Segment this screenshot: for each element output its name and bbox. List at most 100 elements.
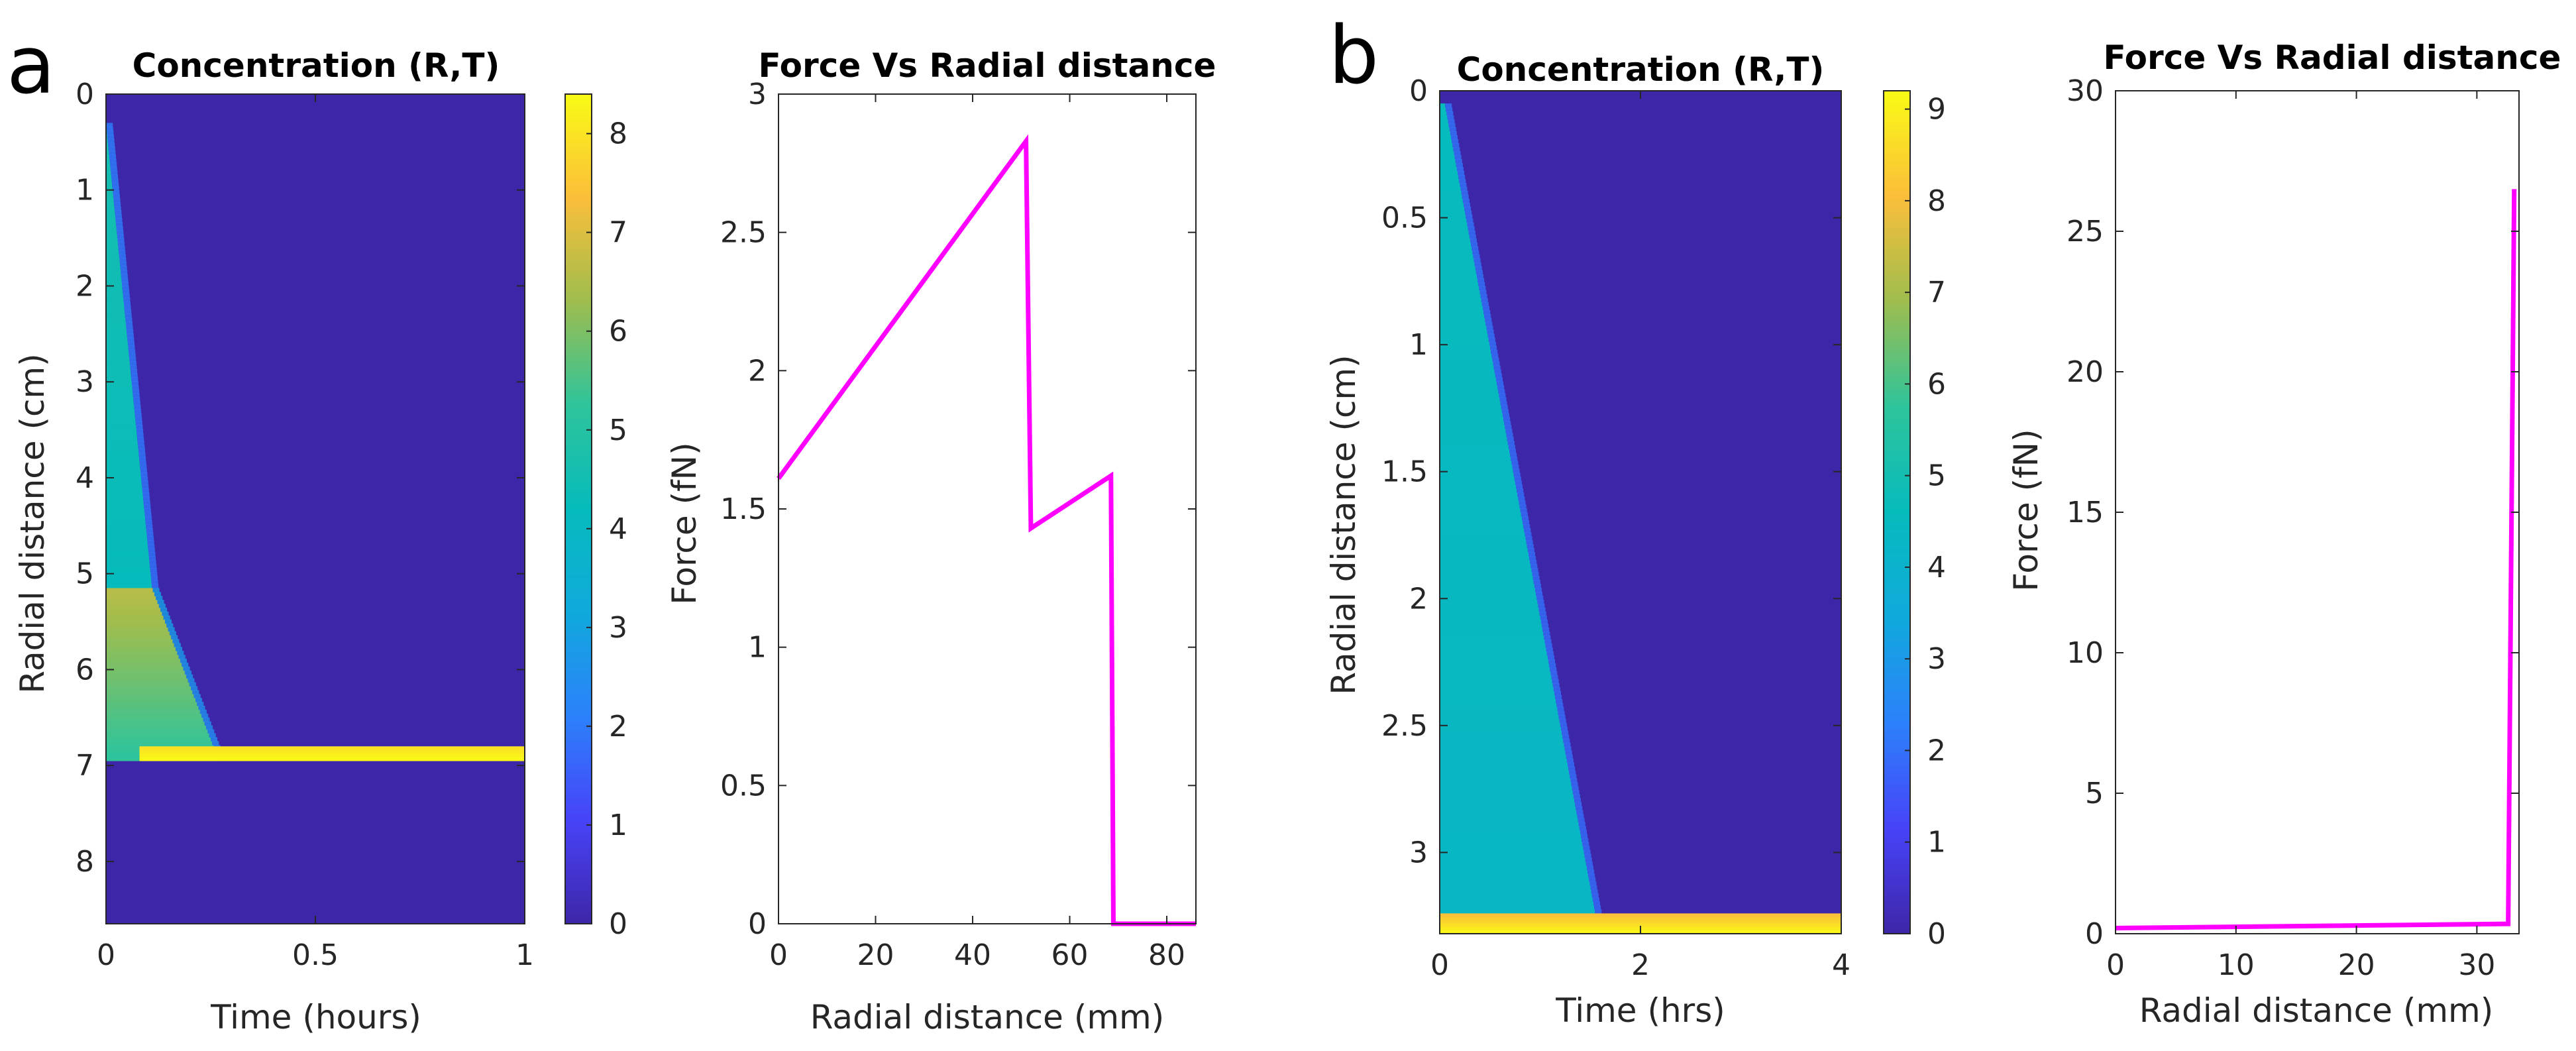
heatmap-cell bbox=[1485, 321, 1493, 327]
heatmap-cell bbox=[1440, 266, 1476, 271]
heatmap-cell bbox=[1440, 758, 1567, 763]
heatmap-cell bbox=[1440, 746, 1565, 751]
y-tick-label: 1 bbox=[76, 174, 94, 207]
heatmap-cell bbox=[106, 305, 125, 311]
x-tick-label: 30 bbox=[2458, 948, 2495, 982]
heatmap-cell bbox=[106, 717, 203, 722]
panel-label-b: b bbox=[1328, 10, 1379, 102]
heatmap-cell bbox=[106, 278, 122, 283]
heatmap-cell bbox=[1440, 242, 1472, 247]
heatmap-cell bbox=[144, 504, 151, 510]
heatmap-cell bbox=[1440, 218, 1467, 223]
heatmap-cell bbox=[139, 749, 525, 754]
heatmap-cell bbox=[1440, 798, 1575, 803]
heatmap-cell bbox=[1474, 258, 1481, 263]
heatmap-cell bbox=[138, 453, 146, 458]
heatmap-cell bbox=[1440, 710, 1558, 716]
heatmap-cell bbox=[1516, 484, 1523, 489]
heatmap-cell bbox=[106, 536, 148, 541]
heatmap-cell bbox=[107, 138, 115, 144]
heatmap-cell bbox=[160, 608, 168, 612]
heatmap-cell bbox=[127, 333, 134, 339]
y-tick-label: 0 bbox=[748, 907, 767, 941]
heatmap-cell bbox=[1440, 687, 1554, 692]
heatmap-cell bbox=[193, 694, 201, 698]
chart-a-force: Force Vs Radial distance Radial distance… bbox=[665, 46, 1216, 1036]
heatmap-cell bbox=[1500, 401, 1507, 406]
heatmap-cell bbox=[1578, 822, 1585, 827]
heatmap-cell bbox=[1440, 810, 1577, 815]
heatmap-cell bbox=[1440, 923, 1841, 928]
heatmap-cell bbox=[1440, 766, 1569, 771]
heatmap-cell bbox=[1546, 647, 1553, 652]
heatmap-cell bbox=[1440, 643, 1546, 648]
heatmap-cell bbox=[1486, 325, 1493, 331]
heatmap-cell bbox=[1440, 556, 1530, 561]
heatmap-cell bbox=[1440, 738, 1564, 744]
heatmap-cell bbox=[1474, 262, 1481, 267]
heatmap-cell bbox=[140, 472, 148, 478]
heatmap-cell bbox=[106, 341, 128, 347]
heatmap-cell bbox=[1440, 369, 1495, 374]
heatmap-cell bbox=[1440, 524, 1524, 529]
heatmap-cell bbox=[106, 631, 170, 636]
heatmap-cell bbox=[106, 596, 156, 600]
heatmap-cell bbox=[106, 325, 127, 331]
heatmap-cell bbox=[1508, 445, 1515, 449]
colorbar-tick-label: 5 bbox=[1927, 459, 1946, 493]
heatmap-cell bbox=[1576, 810, 1583, 815]
heatmap-cell bbox=[1440, 913, 1841, 918]
y-tick-label: 1 bbox=[748, 631, 767, 665]
heatmap-cell bbox=[144, 512, 152, 518]
heatmap-cell bbox=[1579, 826, 1586, 831]
heatmap-cell bbox=[1440, 345, 1491, 351]
x-tick-label: 0.5 bbox=[292, 938, 339, 972]
heatmap-cell bbox=[140, 465, 147, 470]
heatmap-cell bbox=[1526, 540, 1533, 545]
heatmap-cell bbox=[106, 142, 109, 148]
series-line bbox=[2115, 189, 2517, 931]
heatmap-cell bbox=[106, 532, 147, 537]
heatmap-cell bbox=[1440, 600, 1538, 604]
heatmap-cell bbox=[1456, 167, 1464, 172]
heatmap-cell bbox=[1440, 472, 1514, 477]
heatmap-cell bbox=[113, 194, 120, 199]
heatmap-cell bbox=[1440, 282, 1479, 287]
heatmap-cell bbox=[106, 158, 110, 164]
heatmap-cell bbox=[1507, 437, 1514, 442]
heatmap-cell bbox=[1440, 734, 1563, 740]
heatmap-cell bbox=[112, 186, 119, 192]
heatmap-cell bbox=[106, 623, 167, 628]
heatmap-cell bbox=[109, 150, 116, 156]
heatmap-cell bbox=[1440, 174, 1459, 180]
heatmap-cell bbox=[1549, 663, 1556, 668]
heatmap-cell bbox=[106, 329, 127, 335]
heatmap-cell bbox=[106, 425, 136, 430]
heatmap-cell bbox=[106, 405, 134, 410]
heatmap-cell bbox=[1466, 218, 1474, 223]
heatmap-cell bbox=[113, 198, 121, 203]
heatmap-cell bbox=[1595, 909, 1602, 914]
heatmap-cell bbox=[106, 357, 130, 362]
heatmap-cell bbox=[1587, 869, 1595, 875]
heatmap-cell bbox=[106, 409, 135, 414]
heatmap-cell bbox=[154, 592, 161, 596]
heatmap-cell bbox=[1514, 476, 1521, 481]
heatmap-cell bbox=[106, 242, 119, 247]
heatmap-cell bbox=[1440, 826, 1580, 831]
heatmap-cell bbox=[1440, 754, 1566, 759]
heatmap-cell bbox=[1440, 206, 1465, 211]
heatmap-cell bbox=[1440, 885, 1591, 891]
heatmap-cell bbox=[157, 600, 164, 604]
heatmap-cell bbox=[123, 290, 130, 295]
heatmap-cell bbox=[1440, 329, 1487, 335]
heatmap-cell bbox=[106, 174, 112, 180]
heatmap-cell bbox=[1472, 246, 1479, 251]
heatmap-cell bbox=[106, 512, 145, 518]
colorbar-tick-label: 2 bbox=[609, 710, 627, 744]
heatmap-cell bbox=[1440, 790, 1573, 795]
heatmap-cell bbox=[166, 623, 174, 628]
x-tick-label: 0 bbox=[2106, 948, 2125, 982]
panel-label-a: a bbox=[7, 20, 56, 112]
heatmap-cell bbox=[139, 461, 146, 466]
